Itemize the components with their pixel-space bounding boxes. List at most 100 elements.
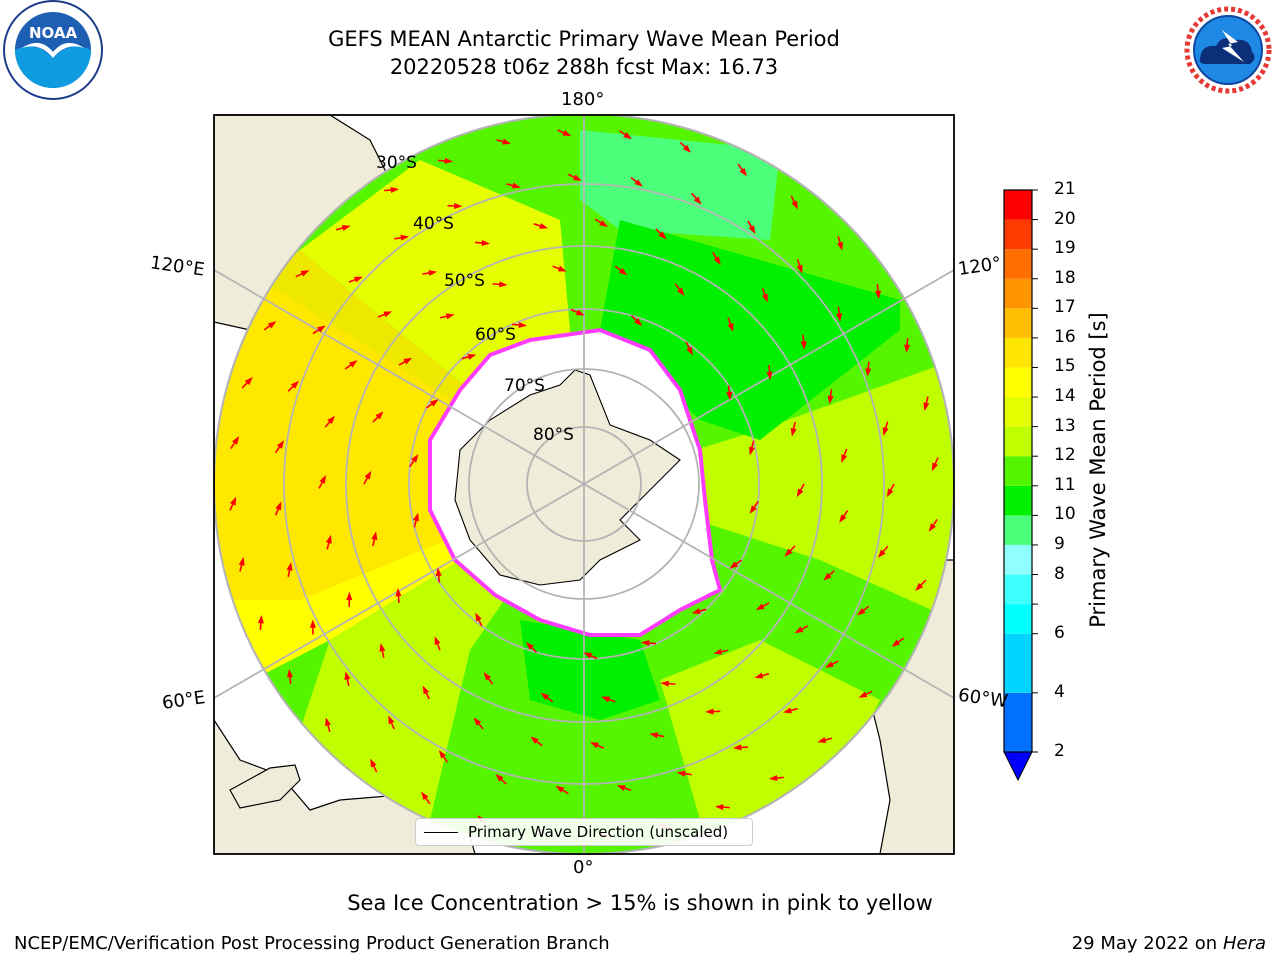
colorbar-band: [1004, 692, 1032, 752]
wave-arrow-head: [344, 671, 351, 681]
nws-logo: [1180, 2, 1276, 98]
wave-arrow-head: [518, 321, 528, 329]
chart-subtitle: 20220528 t06z 288h fcst Max: 16.73: [389, 55, 779, 79]
colorbar-extend-arrow: [1003, 751, 1033, 782]
wave-arrow-head: [467, 353, 477, 360]
colorbar-band: [1004, 426, 1032, 457]
run-date: 29 May 2022 on Hera: [1072, 933, 1266, 954]
wave-arrow-head: [232, 436, 240, 445]
wave-arrow-head: [649, 732, 659, 739]
wave-arrow-head: [682, 144, 691, 153]
wave-arrow-head: [904, 344, 911, 354]
wave-arrow-head: [341, 225, 351, 231]
wave-arrow-head: [766, 371, 773, 381]
wave-arrow-head: [800, 341, 807, 350]
wave-arrow-head: [267, 321, 277, 329]
wave-arrow-head: [348, 360, 358, 368]
wave-arrow-head: [796, 264, 803, 274]
wave-arrow-head: [836, 313, 843, 322]
wave-arrow-head: [300, 270, 310, 277]
colorbar-tick-label: 19: [1054, 238, 1076, 259]
antarctica-landmass: [454, 369, 681, 586]
wave-arrow-head: [891, 639, 901, 647]
colorbar-tick-label: 9: [1054, 533, 1065, 554]
wave-arrow-head: [257, 614, 264, 624]
colorbar-band: [1004, 604, 1032, 634]
colorbar-band: [1004, 515, 1032, 545]
wave-arrow-head: [640, 639, 650, 647]
wave-arrow-head: [276, 440, 285, 449]
colorbar-tick-label: 21: [1054, 179, 1076, 199]
wave-arrow-head: [438, 750, 447, 759]
wave-arrow-head: [783, 707, 792, 714]
colorbar-tick-label: 13: [1054, 415, 1076, 436]
wave-arrow-head: [658, 231, 667, 240]
wave-arrow-head: [370, 758, 377, 768]
legend-line-sample: [424, 832, 458, 833]
wave-arrow-head: [761, 293, 768, 303]
wave-arrow-head: [473, 717, 482, 726]
wave-arrow-head: [327, 415, 336, 425]
wave-arrow-head: [483, 672, 492, 681]
wave-arrow-head: [346, 591, 353, 601]
period-zone-10s-atlantic: [520, 620, 660, 720]
wave-arrow-head: [495, 773, 504, 782]
wave-arrow-head: [877, 549, 886, 558]
colorbar-band: [1004, 219, 1032, 250]
wave-arrow-head: [713, 648, 723, 655]
wave-arrow-head: [634, 318, 643, 327]
wave-arrow-head: [435, 567, 442, 577]
wave-arrow-head: [411, 454, 419, 463]
wave-arrow-head: [430, 399, 439, 407]
machine-name: Hera: [1222, 933, 1266, 954]
wave-arrow-head: [616, 785, 626, 792]
madagascar-landmass: [229, 764, 301, 809]
wave-arrow-head: [705, 708, 714, 715]
noaa-logo: NOAA: [3, 0, 103, 100]
lat-label-30s: 30°S: [376, 153, 417, 173]
colorbar-tick-label: 12: [1054, 445, 1076, 466]
wave-arrow-head: [557, 265, 567, 272]
colorbar-band: [1004, 249, 1032, 279]
wave-arrow-head: [748, 446, 755, 456]
colorbar-band: [1004, 367, 1032, 398]
wave-arrow-head: [395, 587, 402, 597]
wave-arrow-head: [634, 179, 643, 187]
wave-arrow-head: [525, 641, 534, 650]
colorbar-band: [1004, 278, 1032, 309]
wave-arrow-head: [562, 129, 572, 137]
colorbar-band: [1004, 308, 1032, 338]
wave-arrow-head: [823, 572, 832, 581]
colorbar-tick-label: 11: [1054, 474, 1076, 495]
wave-arrow-head: [286, 562, 293, 571]
wave-arrow-head: [316, 325, 326, 333]
colorbar-band: [1004, 190, 1032, 220]
lat-label-80s: 80°S: [533, 425, 574, 445]
wave-arrow-head: [886, 488, 894, 498]
wave-arrow-head: [325, 717, 331, 727]
wave-arrow-head: [686, 346, 693, 356]
wave-arrow-head: [244, 377, 253, 386]
wave-arrow-head: [444, 157, 454, 164]
colorbar-tick-label: 6: [1054, 622, 1065, 643]
wave-arrow-head: [794, 626, 804, 634]
wave-arrow-head: [733, 744, 742, 751]
wave-arrow-head: [726, 391, 733, 401]
wave-arrow-head: [857, 607, 866, 616]
producer-credit: NCEP/EMC/Verification Post Processing Pr…: [14, 933, 610, 954]
wave-arrow-head: [601, 696, 611, 703]
chart-title: GEFS MEAN Antarctic Primary Wave Mean Pe…: [328, 27, 840, 51]
sea-ice-caption: Sea Ice Concentration > 15% is shown in …: [347, 891, 933, 915]
lon-label-0: 0°: [573, 857, 594, 878]
wave-arrow-head: [928, 523, 936, 532]
wave-arrow-head: [319, 475, 327, 484]
wave-arrow-head: [475, 612, 482, 622]
africa-landmass: [214, 718, 476, 854]
wave-arrow-head: [371, 531, 378, 541]
wave-arrow-head: [434, 636, 441, 646]
wave-arrow-head: [499, 281, 508, 288]
wave-arrow-head: [660, 680, 669, 687]
wave-arrow-head: [403, 357, 413, 365]
wave-arrow-head: [729, 561, 738, 569]
wave-arrow-head: [693, 196, 702, 205]
